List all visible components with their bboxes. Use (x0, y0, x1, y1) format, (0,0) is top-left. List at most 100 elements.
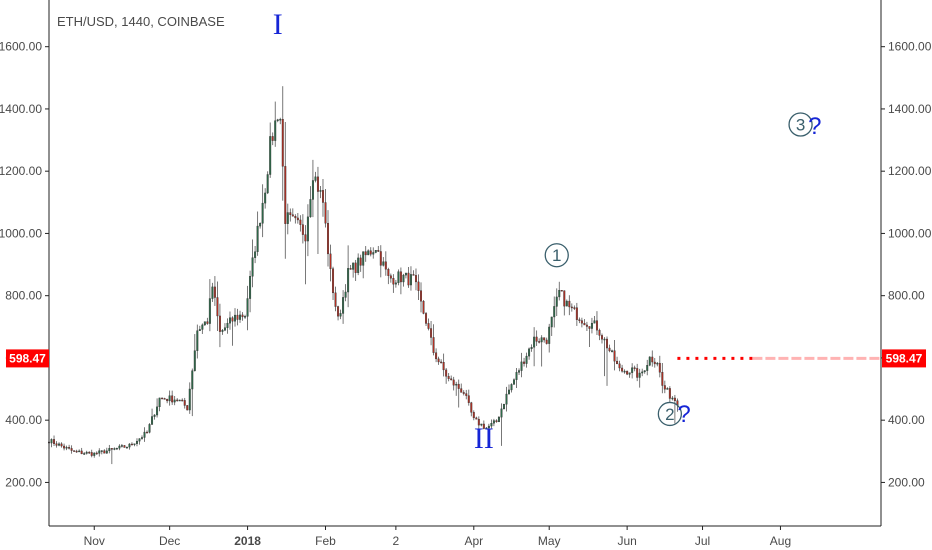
candle-body (241, 314, 244, 318)
candle-body (191, 370, 194, 390)
candle-body (565, 300, 568, 307)
candle-body (573, 307, 576, 309)
candle-body (279, 118, 282, 121)
x-tick-label: May (538, 534, 561, 548)
candle-body (208, 298, 211, 324)
candle-body (543, 337, 546, 341)
candle-body (211, 286, 214, 299)
y-tick-label-right: 1600.00 (888, 40, 932, 54)
wave-circle (657, 401, 683, 427)
candle-body (475, 417, 478, 420)
candle-body (668, 388, 671, 399)
candle-body (568, 300, 571, 308)
y-tick-label-right: 200.00 (888, 475, 925, 489)
candle-body (178, 399, 181, 402)
candle-body (472, 412, 475, 419)
x-tick-label: Apr (464, 534, 483, 548)
candle-body (309, 199, 312, 218)
candle-body (671, 397, 674, 400)
candle-body (480, 423, 483, 426)
candle-body (85, 451, 88, 454)
candle-body (550, 316, 553, 328)
wave-label-roman: I (273, 8, 283, 41)
candle-body (560, 290, 563, 292)
candle-body (306, 216, 309, 242)
candle-body (590, 322, 593, 329)
candle-body (63, 445, 66, 449)
candle-body (598, 329, 601, 336)
candle-body (633, 367, 636, 369)
candle-body (296, 217, 299, 221)
x-tick-label: 2 (393, 534, 400, 548)
candle-body (100, 450, 103, 452)
candle-body (249, 276, 252, 299)
candle-body (593, 320, 596, 324)
candle-body (113, 448, 116, 450)
candle-body (60, 443, 63, 447)
candle-body (90, 452, 93, 456)
candle-body (442, 362, 445, 371)
candle-body (146, 431, 149, 434)
candle-body (226, 322, 229, 328)
candle-body (626, 370, 629, 375)
candle-body (135, 440, 138, 444)
candle-body (316, 176, 319, 192)
price-tag-bg (882, 349, 926, 368)
candle-body (508, 389, 510, 395)
candle-body (367, 250, 370, 256)
candle-body (510, 384, 513, 391)
candle-body (588, 326, 591, 329)
candle-body (621, 367, 624, 372)
candle-body (465, 393, 468, 396)
candle-body (389, 275, 392, 279)
candle-body (161, 397, 164, 400)
x-tick-label: 2018 (234, 534, 261, 548)
candle-body (623, 370, 626, 373)
candle-body (228, 317, 231, 324)
price-tag-right: 598.47 (882, 349, 926, 368)
candle-body (357, 257, 360, 273)
candle-body (467, 395, 470, 403)
candle-body (359, 257, 362, 266)
candle-body (530, 347, 533, 350)
price-tag-label: 598.47 (886, 351, 923, 365)
candle-body (186, 405, 189, 411)
candle-body (528, 348, 531, 357)
candle-body (631, 367, 634, 373)
candle-body (646, 365, 649, 371)
candle-body (580, 320, 583, 324)
candle-body (176, 399, 179, 402)
candle-body (70, 448, 73, 451)
candle-body (387, 269, 390, 276)
candle-body (334, 292, 337, 307)
wave-label-circled: 2 (657, 401, 683, 427)
candle-body (133, 443, 136, 445)
candle-body (93, 452, 96, 456)
candle-body (585, 324, 588, 327)
candle-body (286, 212, 289, 224)
candle-body (601, 335, 603, 340)
candle-body (369, 250, 372, 255)
candle-body (213, 286, 216, 298)
candle-body (415, 275, 417, 283)
wave-question-mark: ? (808, 113, 821, 140)
candle-body (259, 223, 262, 227)
candle-body (505, 393, 508, 405)
wave-number: 2 (665, 405, 674, 424)
candle-body (545, 339, 548, 344)
candle-body (311, 180, 314, 200)
candle-body (402, 274, 405, 283)
candle-body (477, 418, 480, 426)
candle-body (673, 397, 676, 401)
candle-body (394, 282, 397, 285)
candle-body (314, 176, 317, 181)
candle-body (520, 361, 523, 371)
y-tick-label-left: 1000.00 (0, 226, 42, 240)
candle-body (269, 136, 272, 175)
y-tick-label-right: 800.00 (888, 289, 925, 303)
candle-body (427, 323, 430, 329)
candle-body (239, 314, 242, 320)
